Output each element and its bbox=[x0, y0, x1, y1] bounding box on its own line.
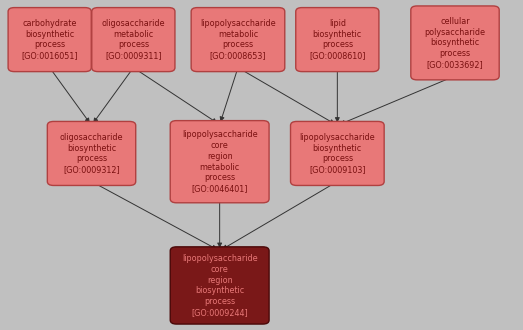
Text: oligosaccharide
biosynthetic
process
[GO:0009312]: oligosaccharide biosynthetic process [GO… bbox=[60, 133, 123, 174]
Text: lipopolysaccharide
biosynthetic
process
[GO:0009103]: lipopolysaccharide biosynthetic process … bbox=[300, 133, 375, 174]
FancyBboxPatch shape bbox=[47, 121, 135, 185]
FancyBboxPatch shape bbox=[170, 120, 269, 203]
Text: cellular
polysaccharide
biosynthetic
process
[GO:0033692]: cellular polysaccharide biosynthetic pro… bbox=[425, 17, 485, 69]
FancyBboxPatch shape bbox=[296, 8, 379, 72]
Text: lipopolysaccharide
metabolic
process
[GO:0008653]: lipopolysaccharide metabolic process [GO… bbox=[200, 19, 276, 60]
Text: oligosaccharide
metabolic
process
[GO:0009311]: oligosaccharide metabolic process [GO:00… bbox=[101, 19, 165, 60]
FancyBboxPatch shape bbox=[170, 247, 269, 324]
Text: lipopolysaccharide
core
region
metabolic
process
[GO:0046401]: lipopolysaccharide core region metabolic… bbox=[182, 130, 257, 193]
Text: carbohydrate
biosynthetic
process
[GO:0016051]: carbohydrate biosynthetic process [GO:00… bbox=[21, 19, 78, 60]
Text: lipopolysaccharide
core
region
biosynthetic
process
[GO:0009244]: lipopolysaccharide core region biosynthe… bbox=[182, 254, 257, 317]
FancyBboxPatch shape bbox=[411, 6, 499, 80]
FancyBboxPatch shape bbox=[92, 8, 175, 72]
Text: lipid
biosynthetic
process
[GO:0008610]: lipid biosynthetic process [GO:0008610] bbox=[309, 19, 366, 60]
FancyBboxPatch shape bbox=[8, 8, 91, 72]
FancyBboxPatch shape bbox=[191, 8, 285, 72]
FancyBboxPatch shape bbox=[291, 121, 384, 185]
